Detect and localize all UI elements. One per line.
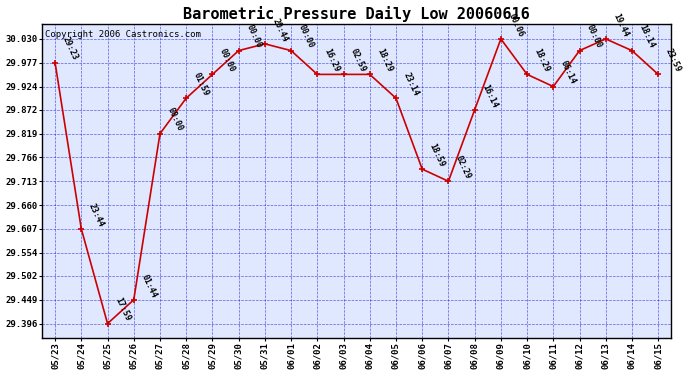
Title: Barometric Pressure Daily Low 20060616: Barometric Pressure Daily Low 20060616 [184, 6, 530, 21]
Text: 29:23: 29:23 [61, 36, 79, 62]
Text: 16:29: 16:29 [323, 47, 342, 74]
Text: 00:00: 00:00 [218, 47, 237, 74]
Text: 17:59: 17:59 [113, 296, 132, 323]
Text: 01:44: 01:44 [139, 273, 158, 299]
Text: 01:59: 01:59 [192, 71, 210, 98]
Text: 23:59: 23:59 [664, 47, 682, 74]
Text: 19:44: 19:44 [611, 12, 630, 38]
Text: 02:59: 02:59 [349, 47, 368, 74]
Text: 00:06: 00:06 [506, 12, 525, 38]
Text: 00:00: 00:00 [244, 23, 263, 50]
Text: 20:44: 20:44 [270, 16, 289, 43]
Text: 00:00: 00:00 [297, 23, 315, 50]
Text: 18:59: 18:59 [428, 142, 446, 168]
Text: 00:00: 00:00 [166, 106, 184, 133]
Text: 06:14: 06:14 [559, 59, 578, 86]
Text: 00:00: 00:00 [585, 23, 604, 50]
Text: 23:14: 23:14 [402, 71, 420, 98]
Text: 16:14: 16:14 [480, 82, 499, 109]
Text: 18:29: 18:29 [375, 47, 394, 74]
Text: 18:29: 18:29 [533, 47, 551, 74]
Text: 23:44: 23:44 [87, 202, 106, 228]
Text: Copyright 2006 Castronics.com: Copyright 2006 Castronics.com [45, 30, 201, 39]
Text: 02:29: 02:29 [454, 154, 473, 180]
Text: 18:14: 18:14 [638, 23, 656, 50]
